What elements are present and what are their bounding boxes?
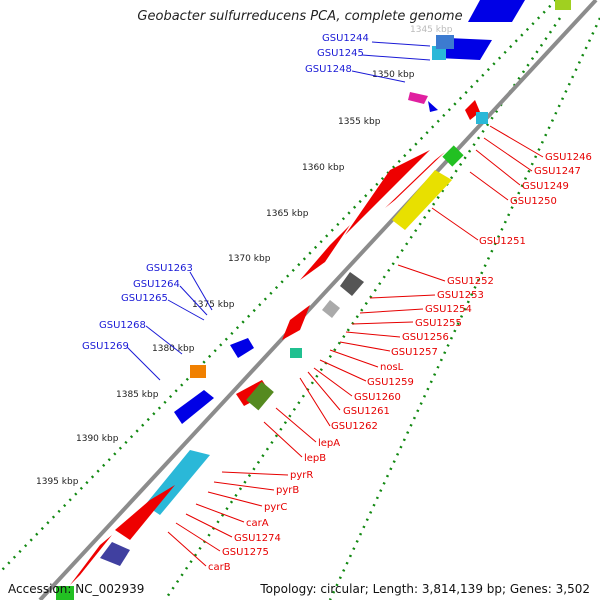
gene-label: GSU1268 <box>99 320 146 331</box>
gene-label: GSU1259 <box>367 377 414 388</box>
gene-label: GSU1253 <box>437 290 484 301</box>
gene-label: GSU1275 <box>222 547 269 558</box>
gene-label: pyrB <box>276 485 299 496</box>
gene-box <box>555 0 571 10</box>
scale-label: 1370 kbp <box>228 254 271 264</box>
scale-label: 1355 kbp <box>338 117 381 127</box>
gene-label: GSU1255 <box>415 318 462 329</box>
gene-label: GSU1250 <box>510 196 557 207</box>
gene-label: GSU1244 <box>322 33 369 44</box>
topology-label: Topology: circular; Length: 3,814,139 bp… <box>260 582 590 596</box>
gene-label: GSU1261 <box>343 406 390 417</box>
gene-box <box>56 586 74 600</box>
gene-box <box>442 145 464 167</box>
scale-label: 1375 kbp <box>192 300 235 310</box>
gene-label: pyrC <box>264 502 287 513</box>
scale-label: 1360 kbp <box>302 163 345 173</box>
gene-label: GSU1262 <box>331 421 378 432</box>
gene-box <box>385 152 445 208</box>
gene-label: GSU1254 <box>425 304 472 315</box>
gene-label: GSU1248 <box>305 64 352 75</box>
gene-label: GSU1257 <box>391 347 438 358</box>
genome-backbone <box>38 0 598 600</box>
map-title: Geobacter sulfurreducens PCA, complete g… <box>137 9 463 24</box>
gene-box <box>345 150 430 235</box>
scale-label: 1365 kbp <box>266 209 309 219</box>
gene-box <box>100 542 130 566</box>
gene-box <box>190 365 206 378</box>
gene-box <box>428 101 438 112</box>
gene-label: GSU1251 <box>479 236 526 247</box>
gene-box <box>115 485 175 540</box>
gene-box <box>290 348 302 358</box>
gene-label: GSU1260 <box>354 392 401 403</box>
accession-label: Accession: NC_002939 <box>8 582 145 596</box>
gene-box <box>476 112 488 124</box>
gene-box <box>432 46 446 60</box>
scale-label: 1350 kbp <box>372 70 415 80</box>
gene-label: GSU1264 <box>133 279 180 290</box>
gene-label: GSU1265 <box>121 293 168 304</box>
scale-label: 1380 kbp <box>152 344 195 354</box>
gene-label: GSU1252 <box>447 276 494 287</box>
gene-box <box>300 225 350 280</box>
gene-box <box>392 170 452 230</box>
gene-box <box>282 305 310 340</box>
scale-label: 1385 kbp <box>116 390 159 400</box>
gene-label: nosL <box>380 362 404 373</box>
gene-label: GSU1263 <box>146 263 193 274</box>
gene-label: carB <box>208 562 231 573</box>
gene-box <box>322 300 340 318</box>
gene-box <box>230 338 254 358</box>
gene-box <box>408 92 428 104</box>
scale-label: 1395 kbp <box>36 477 79 487</box>
gene-box <box>340 272 364 296</box>
gene-label: lepB <box>304 453 326 464</box>
gene-label: lepA <box>318 438 340 449</box>
scale-label: 1345 kbp <box>410 25 453 35</box>
gene-label: carA <box>246 518 269 529</box>
gene-label: GSU1245 <box>317 48 364 59</box>
gene-box <box>436 35 454 49</box>
gene-box <box>246 381 274 411</box>
gene-box <box>70 535 112 585</box>
gene-label: GSU1269 <box>82 341 129 352</box>
gene-label: GSU1274 <box>234 533 281 544</box>
gene-label: GSU1247 <box>534 166 581 177</box>
gene-label: GSU1249 <box>522 181 569 192</box>
gene-label: pyrR <box>290 470 313 481</box>
gene-box <box>174 390 214 424</box>
gene-label: GSU1256 <box>402 332 449 343</box>
reverse-strand-genes <box>56 0 571 600</box>
gene-label: GSU1246 <box>545 152 592 163</box>
scale-label: 1390 kbp <box>76 434 119 444</box>
gene-box <box>468 0 525 22</box>
forward-strand-genes <box>174 0 525 424</box>
